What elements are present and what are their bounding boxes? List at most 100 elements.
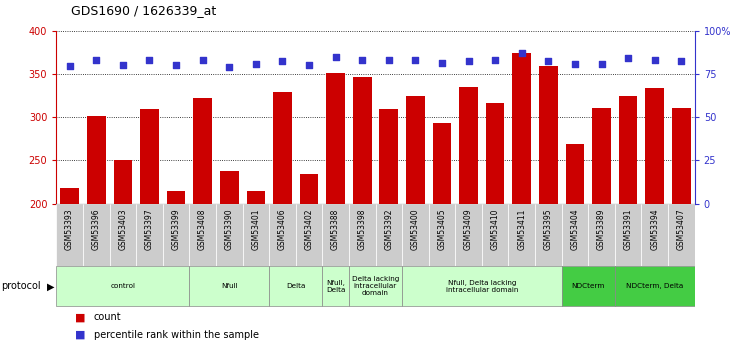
Point bbox=[303, 62, 315, 68]
FancyBboxPatch shape bbox=[163, 204, 189, 266]
Text: ■: ■ bbox=[75, 330, 86, 339]
Text: GSM53410: GSM53410 bbox=[490, 208, 499, 250]
Text: NDCterm: NDCterm bbox=[572, 283, 605, 289]
FancyBboxPatch shape bbox=[615, 204, 641, 266]
FancyBboxPatch shape bbox=[349, 204, 376, 266]
Text: Nfull: Nfull bbox=[221, 283, 237, 289]
FancyBboxPatch shape bbox=[189, 204, 216, 266]
Text: GSM53408: GSM53408 bbox=[198, 208, 207, 250]
FancyBboxPatch shape bbox=[56, 266, 189, 306]
Point bbox=[409, 58, 421, 63]
Text: Delta: Delta bbox=[286, 283, 306, 289]
Bar bbox=[300, 174, 318, 345]
Point bbox=[90, 57, 102, 62]
FancyBboxPatch shape bbox=[136, 204, 163, 266]
FancyBboxPatch shape bbox=[349, 266, 402, 306]
FancyBboxPatch shape bbox=[269, 204, 296, 266]
FancyBboxPatch shape bbox=[296, 204, 322, 266]
FancyBboxPatch shape bbox=[455, 204, 482, 266]
Point bbox=[276, 58, 288, 64]
Text: GSM53394: GSM53394 bbox=[650, 208, 659, 250]
Bar bbox=[566, 144, 584, 345]
FancyBboxPatch shape bbox=[322, 266, 349, 306]
Point bbox=[622, 55, 634, 61]
Point bbox=[250, 61, 262, 67]
FancyBboxPatch shape bbox=[429, 204, 455, 266]
Point bbox=[516, 50, 528, 55]
Point bbox=[143, 58, 155, 63]
Text: GSM53393: GSM53393 bbox=[65, 208, 74, 250]
FancyBboxPatch shape bbox=[535, 204, 562, 266]
Bar bbox=[593, 108, 611, 345]
Point bbox=[675, 58, 687, 64]
Point bbox=[356, 58, 368, 63]
Point bbox=[64, 63, 76, 68]
Text: GSM53389: GSM53389 bbox=[597, 208, 606, 250]
Text: ■: ■ bbox=[75, 313, 86, 322]
FancyBboxPatch shape bbox=[668, 204, 695, 266]
Bar bbox=[406, 96, 425, 345]
Text: Nfull, Delta lacking
intracellular domain: Nfull, Delta lacking intracellular domai… bbox=[445, 280, 518, 293]
Text: GSM53397: GSM53397 bbox=[145, 208, 154, 250]
Text: GSM53401: GSM53401 bbox=[252, 208, 261, 250]
Bar bbox=[246, 190, 265, 345]
Text: GSM53396: GSM53396 bbox=[92, 208, 101, 250]
Bar bbox=[539, 66, 558, 345]
Bar bbox=[60, 188, 79, 345]
Bar bbox=[113, 160, 132, 345]
Text: GSM53399: GSM53399 bbox=[171, 208, 180, 250]
Point bbox=[197, 58, 209, 63]
Text: control: control bbox=[110, 283, 135, 289]
Text: GSM53400: GSM53400 bbox=[411, 208, 420, 250]
Point bbox=[117, 62, 129, 68]
Point bbox=[383, 58, 395, 63]
Point bbox=[330, 54, 342, 60]
Point bbox=[170, 62, 182, 68]
Text: GSM53392: GSM53392 bbox=[385, 208, 394, 250]
Text: GSM53404: GSM53404 bbox=[571, 208, 580, 250]
FancyBboxPatch shape bbox=[562, 204, 588, 266]
Bar bbox=[512, 52, 531, 345]
FancyBboxPatch shape bbox=[110, 204, 136, 266]
Point bbox=[542, 58, 554, 64]
Bar bbox=[672, 108, 691, 345]
Bar bbox=[273, 92, 291, 345]
Point bbox=[489, 58, 501, 63]
Point bbox=[463, 58, 475, 64]
Text: GSM53406: GSM53406 bbox=[278, 208, 287, 250]
FancyBboxPatch shape bbox=[641, 204, 668, 266]
Text: GSM53405: GSM53405 bbox=[438, 208, 447, 250]
Bar bbox=[87, 117, 106, 345]
Text: ▶: ▶ bbox=[47, 282, 54, 291]
Text: GSM53391: GSM53391 bbox=[623, 208, 632, 250]
Text: protocol: protocol bbox=[1, 282, 41, 291]
FancyBboxPatch shape bbox=[322, 204, 349, 266]
Text: GSM53409: GSM53409 bbox=[464, 208, 473, 250]
Point bbox=[569, 61, 581, 67]
Text: Delta lacking
intracellular
domain: Delta lacking intracellular domain bbox=[351, 276, 400, 296]
Bar bbox=[220, 171, 239, 345]
Bar bbox=[486, 103, 505, 345]
Text: count: count bbox=[94, 313, 122, 322]
FancyBboxPatch shape bbox=[216, 204, 243, 266]
Text: NDCterm, Delta: NDCterm, Delta bbox=[626, 283, 683, 289]
FancyBboxPatch shape bbox=[83, 204, 110, 266]
FancyBboxPatch shape bbox=[56, 204, 83, 266]
Bar bbox=[326, 73, 345, 345]
Bar bbox=[140, 109, 158, 345]
Text: GSM53403: GSM53403 bbox=[119, 208, 128, 250]
Bar bbox=[353, 77, 372, 345]
Point bbox=[596, 61, 608, 67]
Bar bbox=[619, 96, 638, 345]
Text: GSM53411: GSM53411 bbox=[517, 208, 526, 250]
FancyBboxPatch shape bbox=[402, 266, 562, 306]
FancyBboxPatch shape bbox=[189, 266, 269, 306]
FancyBboxPatch shape bbox=[376, 204, 402, 266]
FancyBboxPatch shape bbox=[615, 266, 695, 306]
Text: Nfull,
Delta: Nfull, Delta bbox=[326, 280, 345, 293]
Point bbox=[223, 65, 235, 70]
Text: GSM53402: GSM53402 bbox=[304, 208, 313, 250]
FancyBboxPatch shape bbox=[269, 266, 322, 306]
Bar bbox=[433, 124, 451, 345]
Point bbox=[436, 60, 448, 66]
